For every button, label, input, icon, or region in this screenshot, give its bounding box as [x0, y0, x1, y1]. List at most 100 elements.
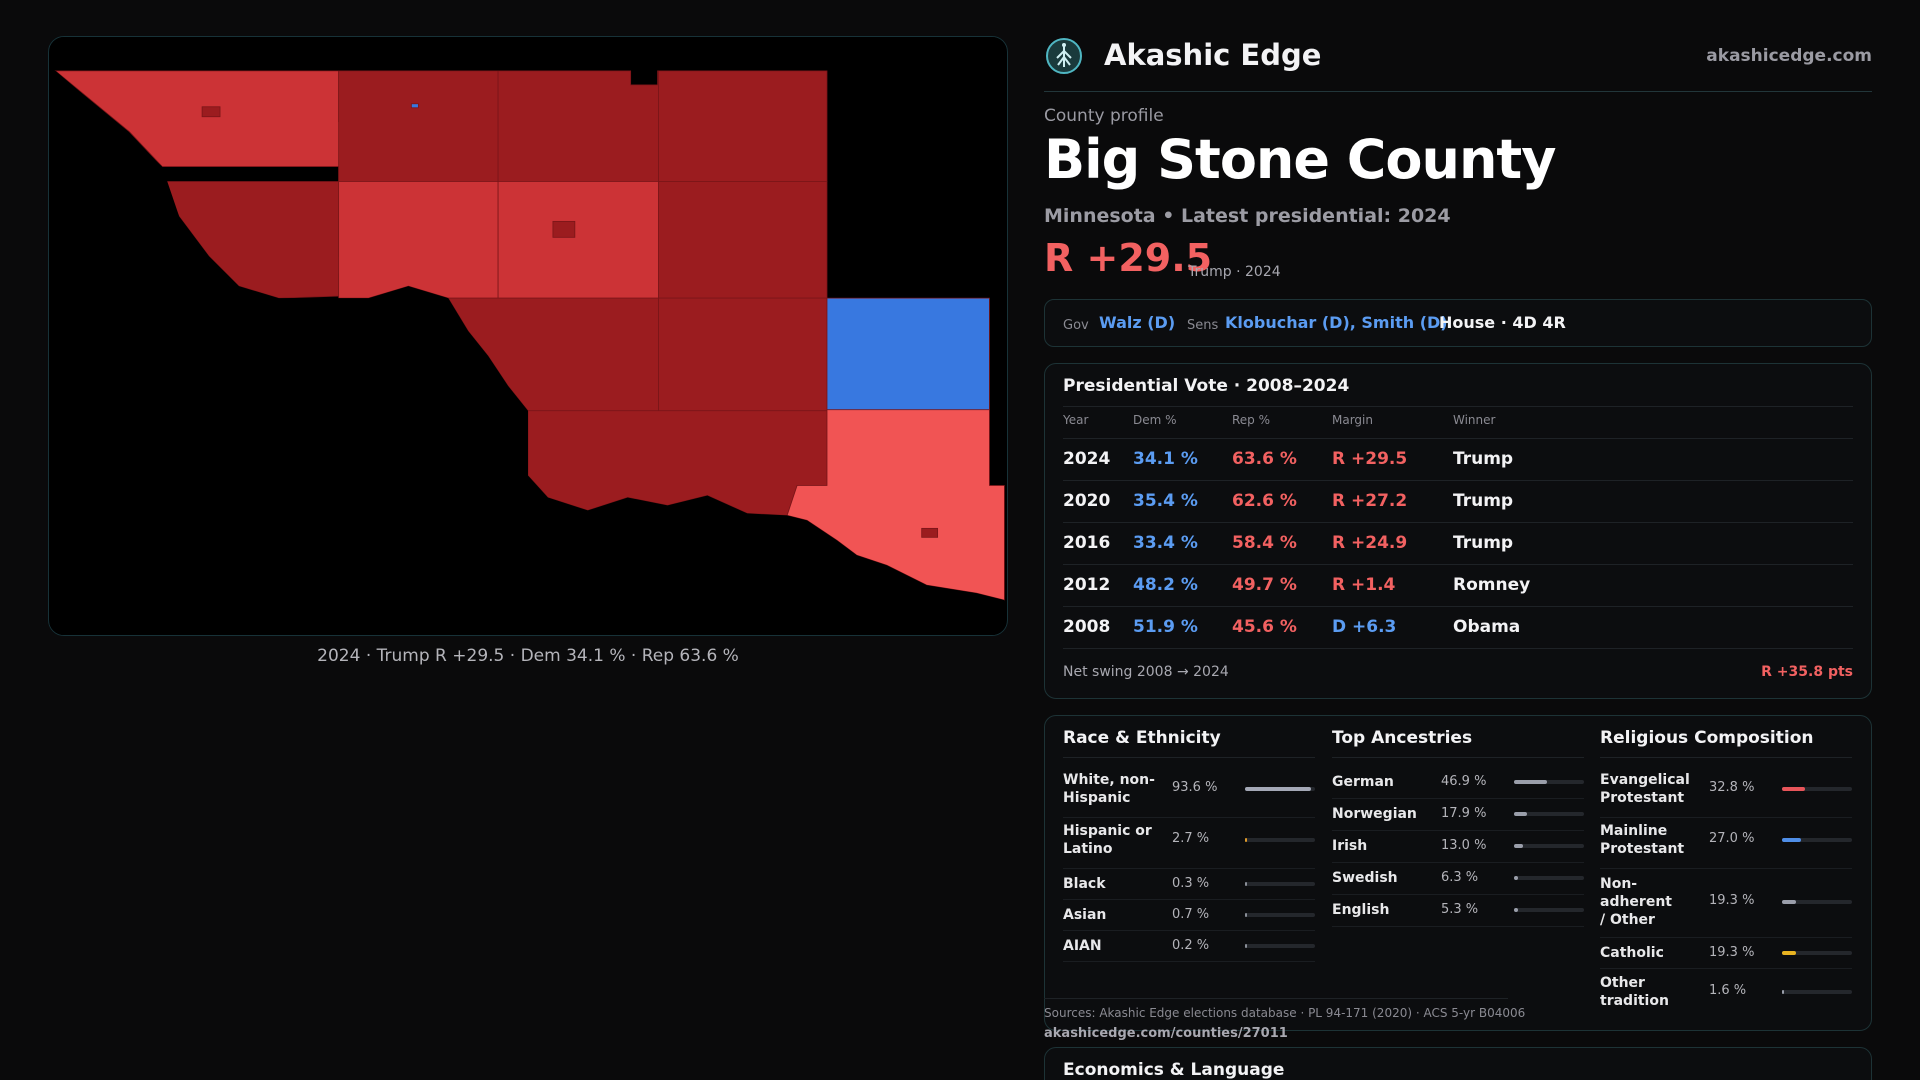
county-map-svg[interactable] [49, 37, 1007, 635]
religion-bar [1782, 787, 1852, 791]
row-margin: R +1.4 [1332, 575, 1396, 595]
religion-pct: 27.0 % [1709, 831, 1755, 846]
ancestry-title: Top Ancestries [1332, 728, 1473, 748]
presidential-vote-card: Presidential Vote · 2008–2024 Year Dem %… [1044, 363, 1872, 699]
ancestry-name: Swedish [1332, 870, 1398, 886]
ancestry-pct: 46.9 % [1441, 774, 1487, 789]
religion-bar-fill [1782, 951, 1796, 955]
precinct-south-3[interactable] [527, 410, 828, 516]
ancestry-name: English [1332, 902, 1390, 918]
list-item: German 46.9 % [1332, 767, 1584, 799]
precinct-east-blue[interactable] [826, 297, 990, 411]
demographics-card: Race & Ethnicity White, non-Hispanic 93.… [1044, 715, 1872, 1031]
gov-label: Gov [1063, 318, 1089, 333]
religion-bar-fill [1782, 838, 1801, 842]
brand-header: Akashic Edge akashicedge.com [1044, 36, 1872, 92]
row-winner: Trump [1453, 491, 1514, 511]
table-row[interactable]: 2024 34.1 % 63.6 % R +29.5 Trump [1063, 439, 1853, 481]
religion-bar-fill [1782, 990, 1784, 994]
precinct-north-2[interactable] [497, 70, 659, 182]
votes-header-divider [1063, 438, 1853, 439]
table-row[interactable]: 2020 35.4 % 62.6 % R +27.2 Trump [1063, 481, 1853, 523]
precinct-central-1[interactable] [338, 181, 499, 299]
list-item: Other tradition 1.6 % [1600, 969, 1852, 1020]
race-name: Asian [1063, 907, 1107, 923]
religion-name: Other tradition [1600, 975, 1669, 1009]
religion-bar [1782, 951, 1852, 955]
race-ethnicity-section: Race & Ethnicity White, non-Hispanic 93.… [1063, 716, 1315, 1032]
religion-pct: 32.8 % [1709, 780, 1755, 795]
tree-of-life-icon[interactable] [1044, 36, 1084, 76]
list-item: AIAN 0.2 % [1063, 931, 1315, 962]
precinct-central-2[interactable] [497, 181, 659, 299]
row-year: 2020 [1063, 491, 1111, 511]
county-map[interactable] [48, 36, 1008, 636]
row-rep: 49.7 % [1232, 575, 1297, 595]
row-year: 2016 [1063, 533, 1111, 553]
ancestry-pct: 17.9 % [1441, 806, 1487, 821]
latest-margin: R +29.5 [1044, 236, 1213, 280]
votes-title: Presidential Vote · 2008–2024 [1063, 376, 1350, 396]
lake-shoreline [49, 70, 1005, 635]
ancestry-pct: 13.0 % [1441, 838, 1487, 853]
brand-name[interactable]: Akashic Edge [1104, 38, 1322, 72]
votes-title-divider [1063, 406, 1853, 407]
race-pct: 93.6 % [1172, 780, 1218, 795]
precinct-east-upper[interactable] [658, 181, 828, 299]
ancestry-bar-fill [1514, 908, 1518, 912]
source-link[interactable]: akashicedge.com/counties/27011 [1044, 1026, 1288, 1041]
list-item: Evangelical Protestant 32.8 % [1600, 767, 1852, 818]
ancestry-bar [1514, 844, 1584, 848]
table-row[interactable]: 2012 48.2 % 49.7 % R +1.4 Romney [1063, 565, 1853, 607]
list-item: Mainline Protestant 27.0 % [1600, 818, 1852, 869]
religion-bar [1782, 990, 1852, 994]
ancestry-name: German [1332, 774, 1394, 790]
religion-pct: 1.6 % [1709, 983, 1747, 998]
row-margin: D +6.3 [1332, 617, 1397, 637]
race-pct: 0.3 % [1172, 876, 1210, 891]
house-delegation: House · 4D 4R [1439, 313, 1566, 332]
religion-name: Mainline Protestant [1600, 823, 1685, 857]
list-item: Hispanic or Latino 2.7 % [1063, 818, 1315, 869]
race-pct: 2.7 % [1172, 831, 1210, 846]
ancestry-bar-fill [1514, 844, 1523, 848]
col-margin: Margin [1332, 413, 1373, 427]
ancestry-name: Irish [1332, 838, 1368, 854]
religion-name: Non-adherent / Other [1600, 876, 1672, 928]
row-dem: 34.1 % [1133, 449, 1198, 469]
list-item: White, non-Hispanic 93.6 % [1063, 767, 1315, 818]
ancestry-bar [1514, 908, 1584, 912]
net-swing-value: R +35.8 pts [1761, 664, 1853, 680]
ancestries-section: Top Ancestries German 46.9 % Norwegian 1… [1332, 716, 1584, 1032]
brand-url[interactable]: akashicedge.com [1706, 46, 1872, 66]
precinct-north-1[interactable] [338, 70, 499, 182]
ancestry-bar [1514, 780, 1584, 784]
row-year: 2008 [1063, 617, 1111, 637]
row-margin: R +29.5 [1332, 449, 1408, 469]
row-winner: Trump [1453, 533, 1514, 553]
list-item: Swedish 6.3 % [1332, 863, 1584, 895]
race-name: Black [1063, 876, 1106, 892]
row-rep: 63.6 % [1232, 449, 1297, 469]
economics-card: Economics & Language [1044, 1047, 1872, 1080]
col-rep: Rep % [1232, 413, 1271, 427]
list-item: Black 0.3 % [1063, 869, 1315, 900]
race-title: Race & Ethnicity [1063, 728, 1221, 748]
race-pct: 0.2 % [1172, 938, 1210, 953]
list-item: English 5.3 % [1332, 895, 1584, 927]
county-panel: Akashic Edge akashicedge.com County prof… [1044, 0, 1872, 1080]
race-bar-fill [1245, 787, 1311, 791]
religion-divider [1600, 757, 1852, 758]
enclave-3 [921, 527, 939, 538]
table-row[interactable]: 2008 51.9 % 45.6 % D +6.3 Obama [1063, 607, 1853, 649]
ancestry-bar-fill [1514, 780, 1547, 784]
row-winner: Romney [1453, 575, 1531, 595]
precinct-south-2[interactable] [658, 297, 828, 412]
ancestry-name: Norwegian [1332, 806, 1417, 822]
religion-bar-fill [1782, 787, 1805, 791]
row-rep: 45.6 % [1232, 617, 1297, 637]
table-row[interactable]: 2016 33.4 % 58.4 % R +24.9 Trump [1063, 523, 1853, 565]
race-divider [1063, 757, 1315, 758]
page-kicker: County profile [1044, 106, 1164, 126]
precinct-north-3[interactable] [658, 70, 828, 182]
